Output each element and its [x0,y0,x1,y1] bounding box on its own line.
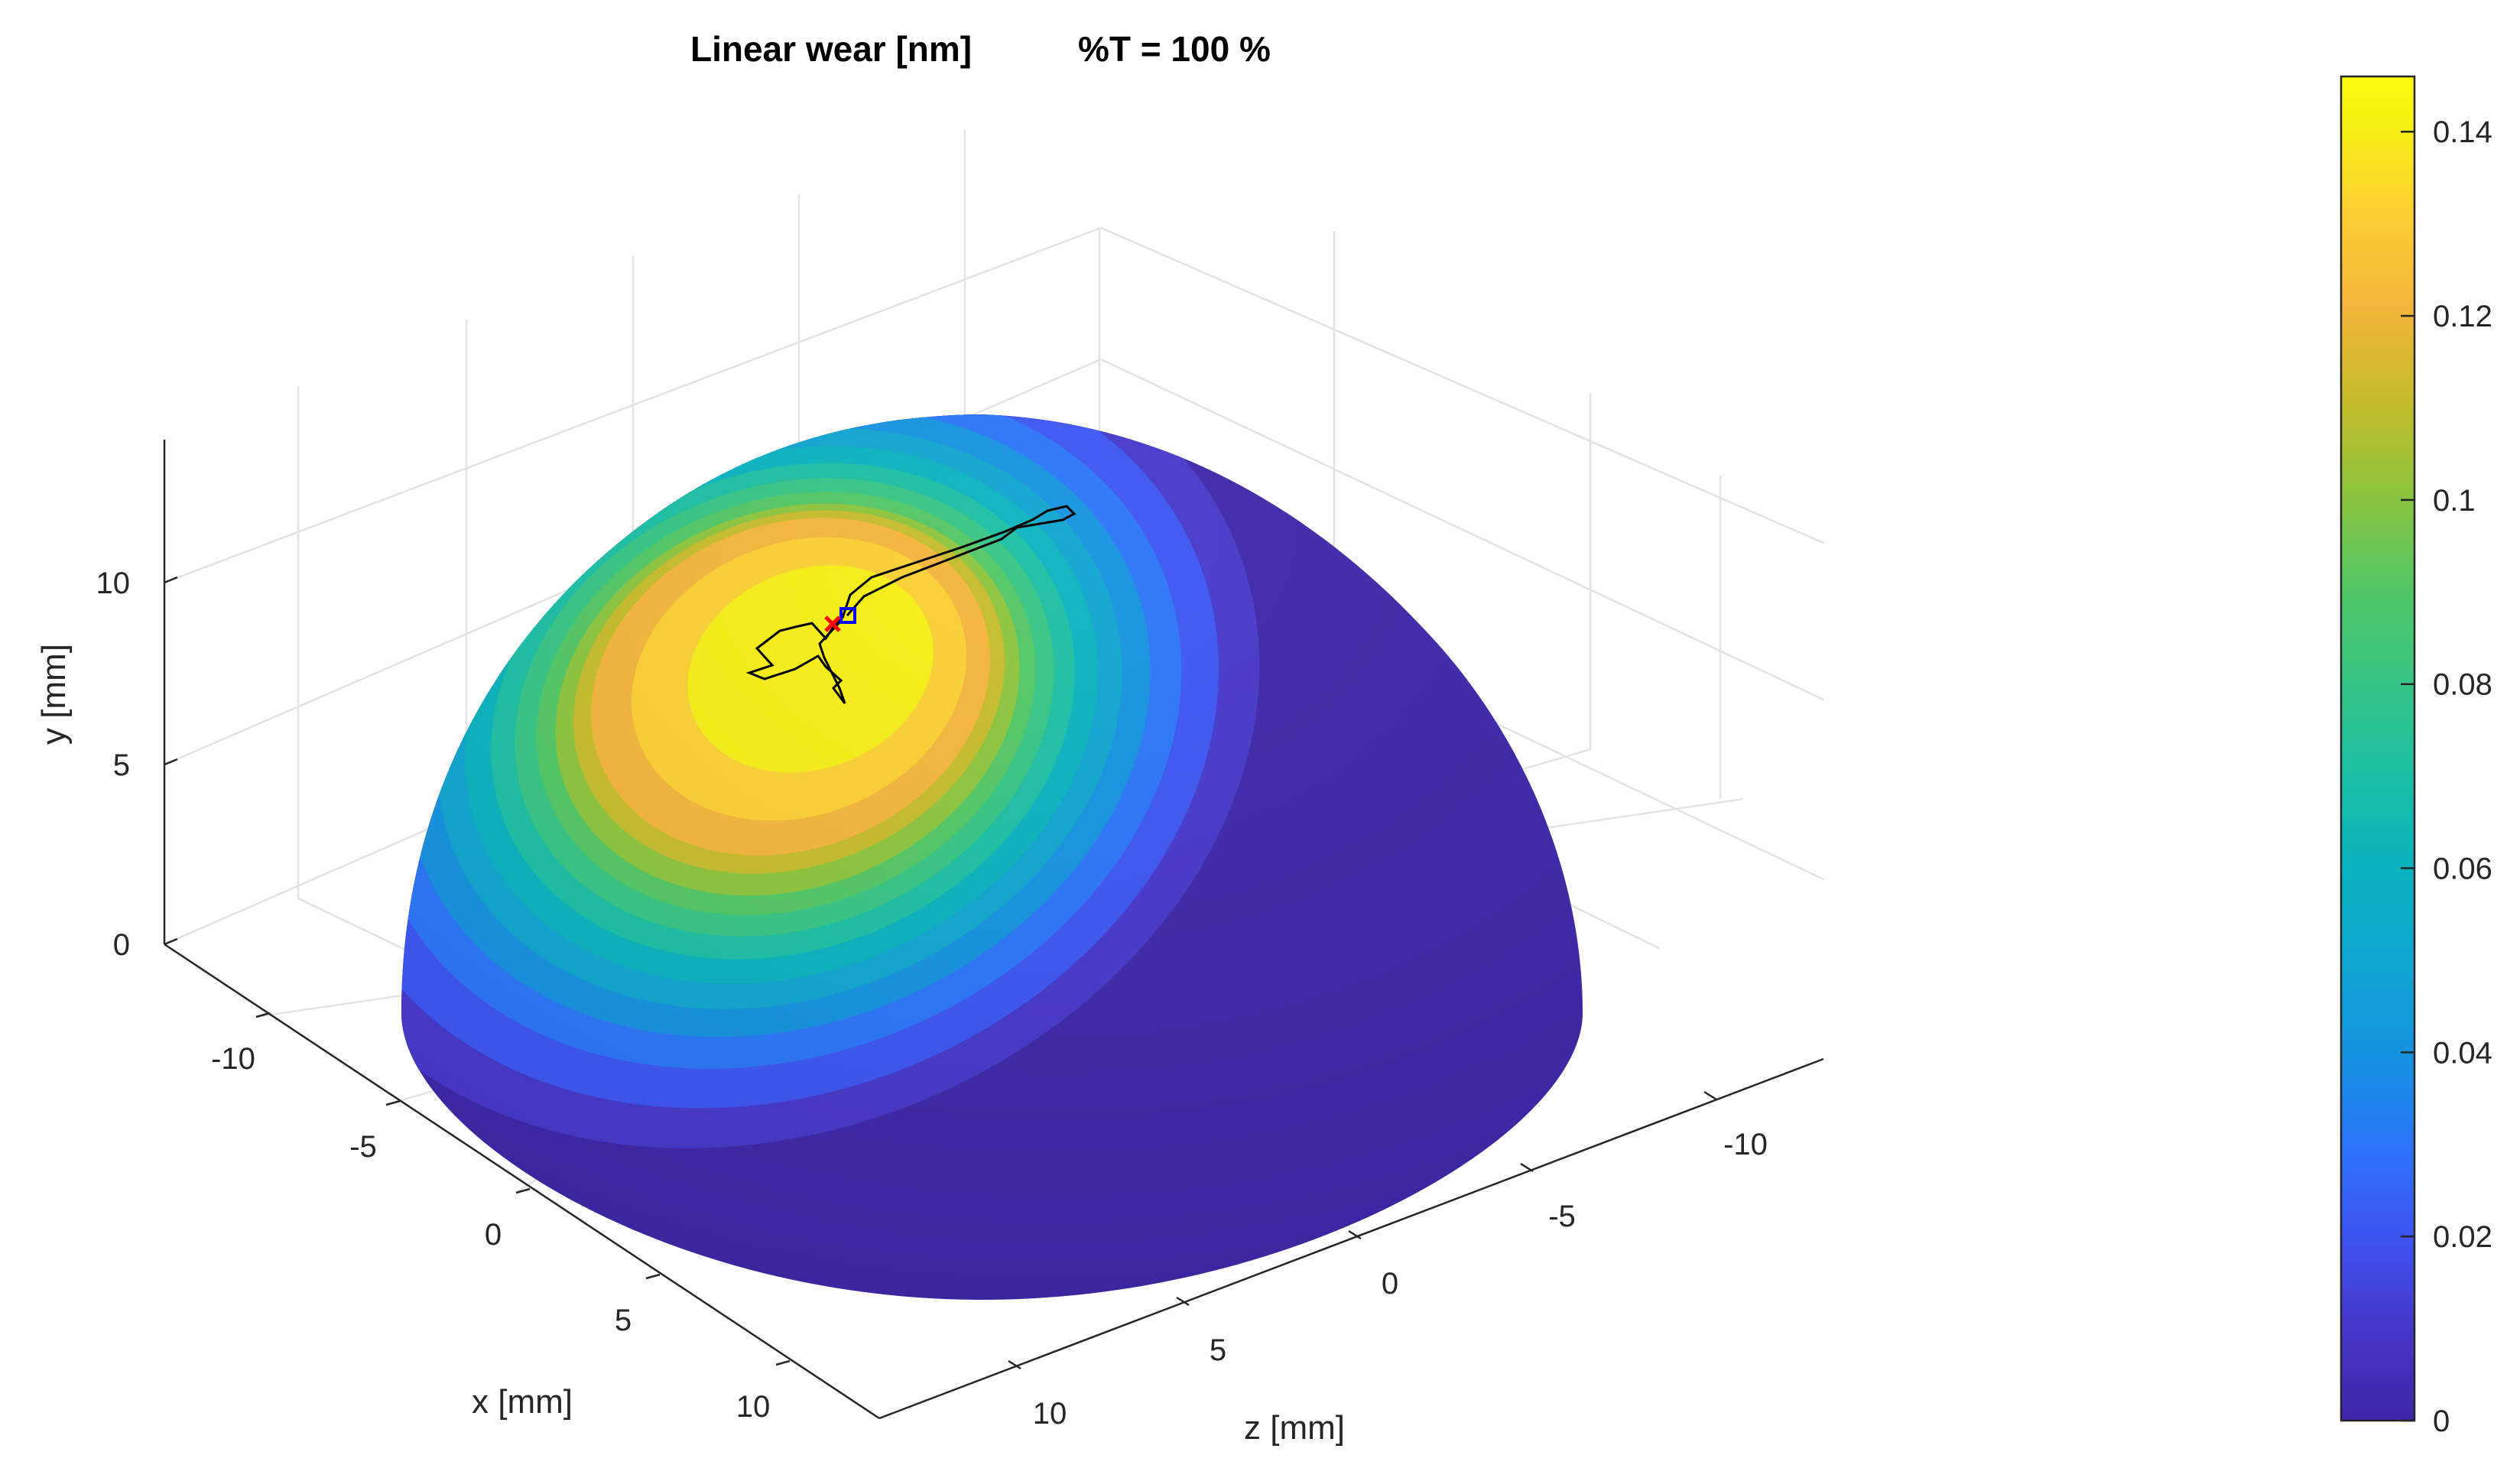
z-tick-mark [1703,1090,1717,1101]
colorbar-ticks: 0 0.02 0.04 0.06 0.08 0.1 0.12 0.14 [2401,115,2492,1438]
y-tick-label: 10 [96,567,131,600]
x-tick-label: -10 [211,1042,255,1076]
x-tick-label: 0 [485,1218,502,1252]
z-tick-mark [1520,1162,1534,1173]
x-tick-label: -5 [349,1130,377,1164]
z-tick-label: 10 [1033,1397,1067,1431]
z-tick-mark [1176,1296,1190,1307]
y-tick-mark [164,758,178,766]
z-axis-label: z [mm] [1244,1409,1345,1447]
colorbar-tick-label: 0.12 [2433,300,2492,333]
colorbar-gradient [2340,75,2416,1422]
z-tick-mark [1008,1359,1021,1370]
colorbar-tick-label: 0.14 [2433,115,2492,149]
x-tick-mark [645,1273,661,1280]
colorbar-tick-label: 0 [2433,1405,2450,1438]
z-tick-label: 5 [1210,1333,1226,1367]
colorbar-tick-label: 0.08 [2433,668,2492,702]
x-tick-label: 10 [736,1390,771,1424]
axes-lines [163,440,1824,1420]
axis-ticks: 0 5 10 -10 -5 0 5 10 -10 -5 0 5 10 [96,567,1768,1431]
colorbar-tick-label: 0.02 [2433,1220,2492,1254]
path-end-cross-icon [824,615,841,632]
x-tick-mark [515,1187,531,1194]
y-tick-label: 5 [113,749,130,782]
x-tick-label: 5 [615,1304,632,1337]
x-tick-mark [255,1012,271,1018]
z-tick-label: -10 [1723,1128,1768,1161]
contact-path-line [745,505,1077,704]
colorbar-tick-label: 0.1 [2433,484,2476,518]
x-tick-mark [775,1359,791,1366]
path-start-square [839,607,856,624]
y-tick-label: 0 [113,928,130,962]
chart-title-left: Linear wear [nm] [690,29,972,69]
colorbar-tick-label: 0.06 [2433,853,2492,886]
z-tick-mark [1348,1229,1362,1240]
colorbar: 0 0.02 0.04 0.06 0.08 0.1 0.12 0.14 [2340,75,2492,1438]
y-axis-label: y [mm] [35,644,73,745]
z-tick-label: -5 [1548,1200,1576,1233]
x-axis-label: x [mm] [472,1383,573,1421]
contact-path [745,505,1077,704]
colorbar-tick-label: 0.04 [2433,1036,2492,1070]
chart-title-right: %T = 100 % [1078,29,1271,69]
y-tick-mark [164,937,178,946]
y-tick-mark [164,576,178,584]
x-tick-mark [385,1099,401,1106]
z-tick-label: 0 [1382,1267,1398,1301]
